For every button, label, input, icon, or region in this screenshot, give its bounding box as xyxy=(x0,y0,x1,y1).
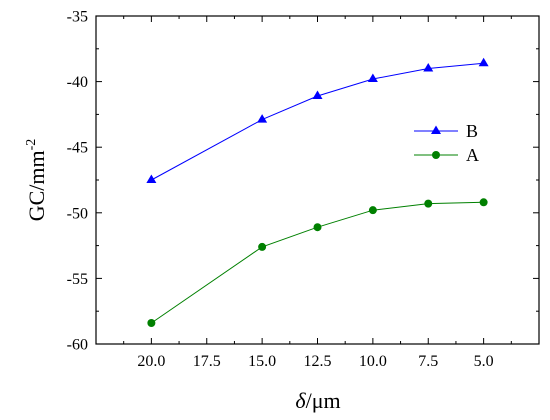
y-tick-label: -45 xyxy=(67,140,88,157)
x-tick-label: 17.5 xyxy=(193,353,221,370)
data-point-a xyxy=(313,223,322,232)
series-line-a xyxy=(151,201,484,324)
y-axis-title-sup: -2 xyxy=(24,139,39,151)
x-tick-label: 7.5 xyxy=(418,353,438,370)
data-point-a xyxy=(258,242,267,251)
x-tick-label: 12.5 xyxy=(304,353,332,370)
legend-marker-a xyxy=(432,151,440,159)
data-point-b xyxy=(478,57,489,67)
y-tick-label: -35 xyxy=(67,9,88,26)
y-tick-label: -50 xyxy=(67,205,88,222)
x-axis-title-symbol: δ xyxy=(295,388,306,413)
data-point-b xyxy=(423,62,434,72)
data-point-b xyxy=(367,73,378,82)
x-axis-title: δ/μm xyxy=(295,388,340,413)
series-line-b xyxy=(151,62,484,181)
y-axis-ticks: -35 -40 -45 -50 -55 -60 xyxy=(67,9,539,354)
y-axis-title: GC/mm-2 xyxy=(24,139,49,222)
legend-label-a: A xyxy=(466,145,479,165)
plot-frame xyxy=(95,15,540,345)
legend-label-b: B xyxy=(466,121,478,141)
data-point-a xyxy=(368,206,377,215)
y-axis-title-text: GC/mm xyxy=(24,150,49,221)
legend: B A xyxy=(414,121,479,165)
x-axis-ticks: 20.0 17.5 15.0 12.5 10.0 7.5 5.0 xyxy=(123,16,512,370)
x-tick-label: 15.0 xyxy=(248,353,276,370)
legend-marker-b xyxy=(431,125,441,134)
data-point-b xyxy=(257,114,268,123)
data-point-b xyxy=(312,90,323,100)
x-tick-label: 10.0 xyxy=(359,353,387,370)
y-tick-label: -60 xyxy=(67,337,88,354)
y-tick-label: -55 xyxy=(67,271,88,288)
x-tick-label: 20.0 xyxy=(137,353,165,370)
data-point-b xyxy=(146,174,157,183)
x-axis-title-unit: /μm xyxy=(306,388,341,413)
y-tick-label: -40 xyxy=(67,74,88,91)
series-layer xyxy=(146,57,489,328)
data-point-a xyxy=(424,199,433,208)
x-tick-label: 5.0 xyxy=(474,353,494,370)
data-point-a xyxy=(147,319,156,328)
data-point-a xyxy=(479,198,488,207)
